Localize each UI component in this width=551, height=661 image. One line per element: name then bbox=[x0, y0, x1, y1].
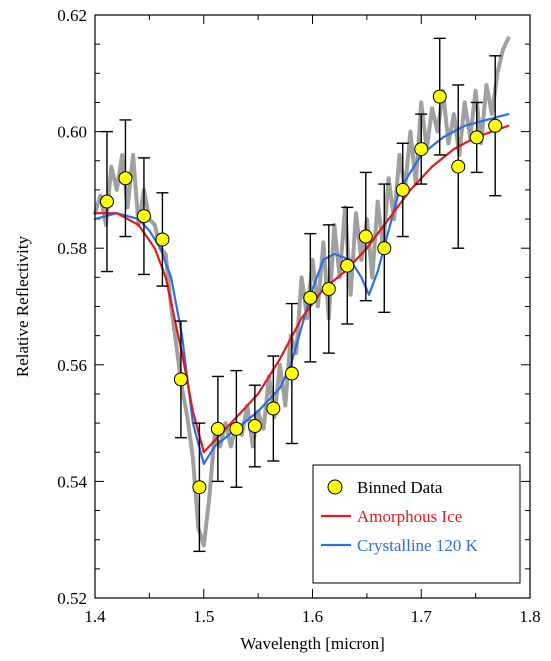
binned-data-point bbox=[247, 419, 262, 434]
legend-marker-binned bbox=[327, 479, 343, 495]
legend: Binned Data Amorphous Ice Crystalline 12… bbox=[312, 464, 521, 584]
plot-frame bbox=[94, 14, 531, 599]
binned-data-point bbox=[155, 232, 170, 247]
y-tick-label: 0.52 bbox=[57, 589, 87, 608]
binned-data-point bbox=[192, 480, 207, 495]
x-tick-label: 1.5 bbox=[193, 607, 214, 626]
binned-data-point bbox=[229, 421, 244, 436]
y-tick-label: 0.56 bbox=[57, 356, 87, 375]
x-axis-title: Wavelength [micron] bbox=[240, 634, 385, 653]
binned-data-point bbox=[432, 89, 447, 104]
binned-data-point bbox=[266, 401, 281, 416]
y-tick-label: 0.62 bbox=[57, 6, 87, 25]
binned-data-point bbox=[99, 194, 114, 209]
binned-data-point bbox=[173, 372, 188, 387]
legend-label-crystalline: Crystalline 120 K bbox=[357, 536, 479, 555]
axis-ticks bbox=[94, 14, 531, 599]
error-bars-layer bbox=[100, 37, 502, 553]
y-tick-label: 0.60 bbox=[57, 123, 87, 142]
legend-label-amorphous: Amorphous Ice bbox=[357, 507, 462, 526]
binned-data-point bbox=[210, 421, 225, 436]
x-tick-label: 1.7 bbox=[411, 607, 433, 626]
legend-box bbox=[312, 464, 521, 584]
binned-points-layer bbox=[99, 89, 503, 495]
binned-data-point bbox=[451, 159, 466, 174]
binned-data-point bbox=[358, 229, 373, 244]
binned-data-point bbox=[321, 282, 336, 297]
binned-data-point bbox=[377, 241, 392, 256]
y-tick-label: 0.54 bbox=[57, 472, 87, 491]
legend-label-binned: Binned Data bbox=[357, 478, 443, 497]
binned-data-point bbox=[414, 142, 429, 157]
binned-data-point bbox=[118, 171, 133, 186]
y-tick-label: 0.58 bbox=[57, 239, 87, 258]
y-axis-title: Relative Reflectivity bbox=[13, 235, 32, 377]
x-tick-label: 1.8 bbox=[519, 607, 540, 626]
tick-labels: 1.4 1.5 1.6 1.7 1.8 0.52 0.54 0.56 0.58 0.60 0.62 bbox=[57, 6, 540, 626]
x-tick-label: 1.4 bbox=[84, 607, 106, 626]
binned-data-point bbox=[284, 366, 299, 381]
binned-data-point bbox=[303, 290, 318, 305]
binned-data-point bbox=[488, 118, 503, 133]
x-tick-label: 1.6 bbox=[302, 607, 323, 626]
crystalline-120k-line bbox=[93, 112, 510, 465]
binned-data-point bbox=[136, 209, 151, 224]
binned-data-point bbox=[340, 258, 355, 273]
binned-data-point bbox=[395, 182, 410, 197]
binned-data-point bbox=[469, 130, 484, 145]
